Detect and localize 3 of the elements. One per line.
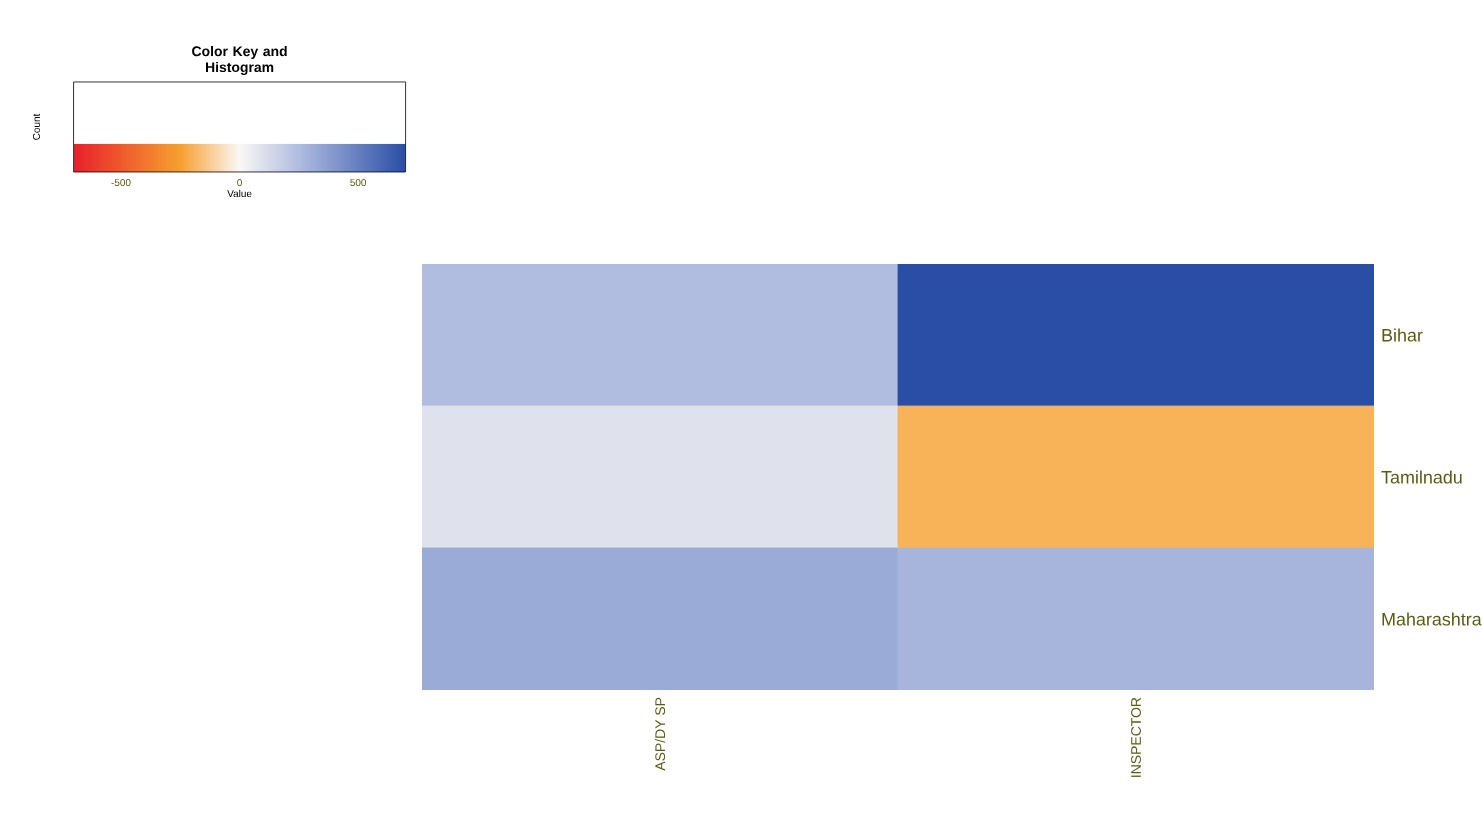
y-tick-label: Maharashtra xyxy=(1382,612,1482,626)
y-tick-label: Bihar xyxy=(1382,328,1423,342)
y-tick-label: Tamilnadu xyxy=(1381,470,1462,484)
